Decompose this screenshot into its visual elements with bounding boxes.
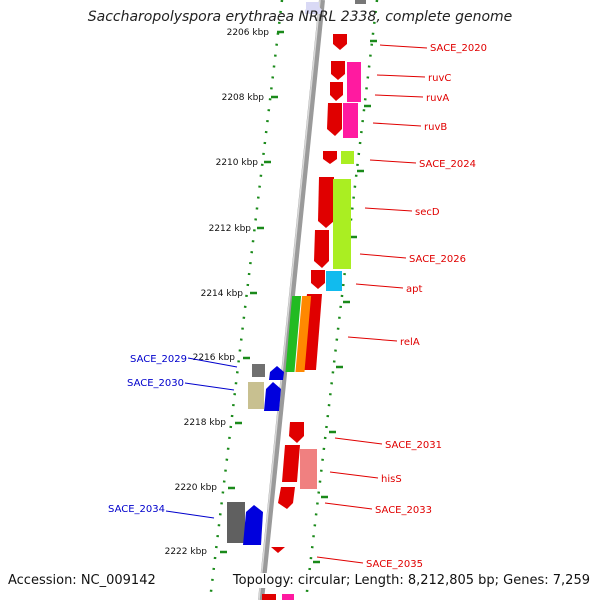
right-label-lines — [316, 44, 428, 564]
kbp-labels: 2206 kbp 2208 kbp 2210 kbp 2212 kbp 2214… — [165, 28, 270, 557]
gene-ruvC-pink — [347, 62, 361, 102]
gene-label: secD — [415, 207, 440, 218]
gene-secD-green — [333, 179, 351, 269]
scale-ring-outer — [304, 0, 379, 600]
gene-ruvB-pink — [343, 103, 358, 138]
gene-ruvC — [331, 61, 345, 80]
gene-apt-cyan — [326, 271, 342, 291]
gene-label: SACE_2030 — [127, 378, 184, 389]
gene-label: relA — [400, 337, 420, 348]
gene-partial-bottom — [262, 594, 276, 600]
gene-label: SACE_2033 — [375, 505, 432, 516]
gene-SACE_2024-green — [341, 151, 354, 164]
gene-SACE_2035 — [271, 547, 285, 553]
map-title: Saccharopolyspora erythraea NRRL 2338, c… — [87, 9, 513, 25]
reverse-genes — [227, 2, 322, 545]
scale-ticks — [220, 30, 377, 564]
gene-apt — [311, 270, 325, 289]
gene-label: SACE_2024 — [419, 159, 476, 170]
gene-top-blue — [305, 2, 322, 14]
right-gene-labels: SACE_2020 ruvC ruvA ruvB SACE_2024 secD … — [366, 43, 487, 570]
left-label-lines — [165, 357, 238, 519]
gene-label: SACE_2031 — [385, 440, 442, 451]
gene-label: SACE_2035 — [366, 559, 423, 570]
kbp-label: 2208 kbp — [222, 93, 265, 103]
kbp-label: 2206 kbp — [227, 28, 270, 38]
gene-SACE_2020 — [333, 34, 347, 50]
gene-label: SACE_2020 — [430, 43, 487, 54]
kbp-label: 2222 kbp — [165, 547, 208, 557]
gene-SACE_2026 — [314, 230, 329, 268]
kbp-label: 2216 kbp — [193, 353, 236, 363]
scale-ring-inner — [208, 0, 284, 600]
gene-hisS — [282, 445, 300, 482]
gene-label: SACE_2034 — [108, 504, 165, 515]
kbp-label: 2212 kbp — [209, 224, 252, 234]
gene-label: hisS — [381, 474, 402, 485]
gene-SACE_2031 — [289, 422, 304, 443]
gene-label: ruvB — [424, 122, 447, 133]
gene-label: apt — [406, 284, 422, 295]
accession-text: Accession: NC_009142 — [8, 573, 156, 588]
kbp-label: 2218 kbp — [184, 418, 227, 428]
gene-SACE_2024 — [323, 151, 337, 164]
gene-block-partial — [355, 0, 366, 4]
gene-label: ruvA — [426, 93, 449, 104]
gene-ruvA — [330, 82, 343, 101]
kbp-label: 2210 kbp — [216, 158, 259, 168]
gene-SACE_2029 — [252, 364, 265, 377]
gene-SACE_2030 — [248, 382, 264, 409]
gene-SACE_2034 — [243, 505, 263, 545]
kbp-label: 2220 kbp — [175, 483, 218, 493]
genome-backbone — [258, 0, 325, 600]
gene-SACE_2034-grey — [227, 502, 245, 543]
kbp-label: 2214 kbp — [201, 289, 244, 299]
gene-partial-bottom-pink — [282, 594, 294, 600]
gene-label: SACE_2029 — [130, 354, 187, 365]
gene-label: ruvC — [428, 73, 451, 84]
forward-genes — [262, 34, 361, 600]
gene-secD — [318, 177, 334, 228]
gene-label: SACE_2026 — [409, 254, 466, 265]
gene-SACE_2033 — [278, 487, 295, 509]
gene-SACE_2030-blue — [264, 382, 281, 411]
topology-text: Topology: circular; Length: 8,212,805 bp… — [232, 573, 590, 588]
gene-hisS-pink — [300, 449, 317, 489]
gene-relA-orange — [295, 296, 312, 372]
left-gene-labels: SACE_2029 SACE_2030 SACE_2034 — [108, 354, 187, 515]
gene-relA-green — [285, 296, 302, 372]
gene-SACE_2029-blue — [269, 366, 284, 380]
gene-ruvB — [327, 103, 342, 136]
